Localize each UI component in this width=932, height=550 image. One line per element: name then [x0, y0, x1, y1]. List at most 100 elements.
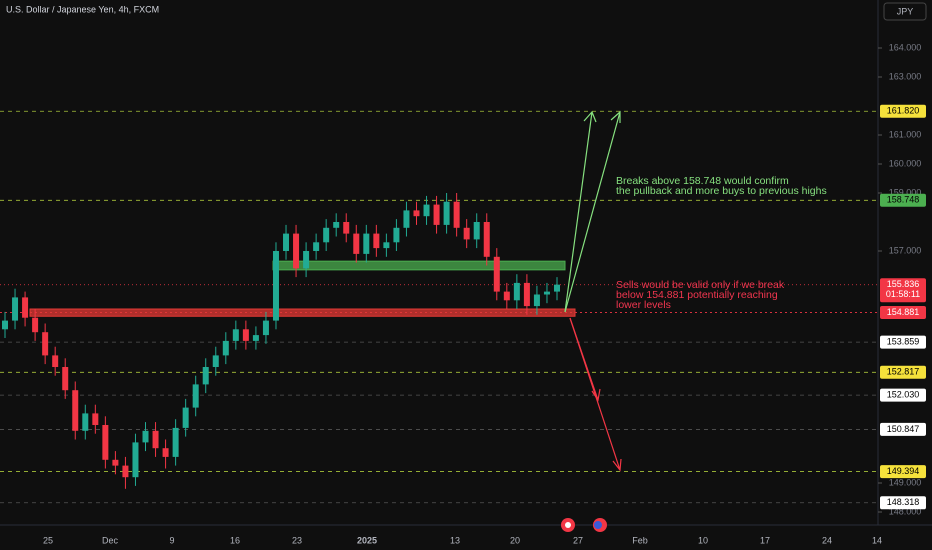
x-tick-label: 2025 — [357, 535, 377, 545]
arrows — [564, 110, 622, 472]
candle-body — [142, 430, 149, 443]
candle-body — [182, 407, 189, 428]
candle-body — [513, 282, 520, 301]
candle-body — [554, 284, 560, 292]
icon — [565, 522, 571, 528]
x-tick-label: 20 — [510, 535, 520, 545]
candle-body — [493, 256, 500, 292]
candle-body — [262, 320, 269, 336]
candle-body — [152, 430, 159, 449]
candle-body — [403, 210, 410, 228]
x-tick-label: 14 — [872, 535, 882, 545]
candle-body — [22, 297, 29, 318]
price-tag — [880, 104, 926, 118]
price-tag-label: 150.847 — [887, 424, 920, 434]
candle-body — [122, 465, 129, 478]
x-tick-label: 27 — [573, 535, 583, 545]
arrow — [564, 110, 621, 313]
price-tag-label: 155.836 — [887, 279, 920, 289]
price-tag-label: 152.817 — [887, 367, 920, 377]
icon — [594, 521, 602, 529]
candle-body — [433, 204, 440, 225]
candle-body — [112, 459, 119, 466]
price-tag-label: 149.394 — [887, 466, 920, 476]
x-tick-label: 13 — [450, 535, 460, 545]
price-tag — [880, 365, 926, 379]
candle-body — [373, 233, 380, 249]
annotation: Breaks above 158.748 would confirm — [616, 175, 789, 187]
x-tick-label: 16 — [230, 535, 240, 545]
annotation: Sells would be valid only if we break — [616, 279, 785, 291]
candle-body — [172, 427, 179, 457]
y-tick-label: 163.000 — [889, 71, 922, 81]
candle-body — [313, 242, 320, 251]
candle-body — [333, 222, 340, 228]
candle-body — [523, 282, 530, 307]
candle-body — [283, 233, 290, 251]
price-tag-label: 152.030 — [887, 390, 920, 400]
candle-body — [393, 227, 400, 243]
candle-body — [443, 201, 450, 225]
price-tag — [880, 496, 926, 510]
price-tag-label: 154.881 — [887, 307, 920, 317]
candle-body — [32, 317, 39, 333]
y-tick-label: 159.000 — [889, 187, 922, 197]
candle-body — [413, 210, 420, 217]
candle-body — [473, 222, 480, 240]
y-tick-label: 161.000 — [889, 129, 922, 139]
candle-body — [463, 227, 470, 240]
candle-body — [363, 233, 370, 254]
candle-body — [242, 329, 249, 341]
candle-body — [293, 233, 300, 269]
candle-body — [533, 294, 540, 307]
price-tag-label: 153.859 — [887, 336, 920, 346]
annotation: lower levels — [616, 299, 671, 311]
x-tick-label: 23 — [292, 535, 302, 545]
y-tick-label: 148.000 — [889, 506, 922, 516]
currency-button[interactable] — [883, 2, 927, 21]
candle-body — [543, 291, 550, 295]
candle-body — [232, 329, 239, 341]
candle-body — [202, 367, 209, 385]
candle-body — [42, 332, 49, 356]
zone — [29, 308, 576, 317]
candle-body — [132, 442, 139, 478]
candle-body — [82, 413, 89, 431]
candle-body — [252, 335, 259, 341]
candle-body — [192, 384, 199, 408]
arrow — [564, 110, 597, 313]
candle-body — [353, 233, 360, 254]
x-tick-label: 25 — [43, 535, 53, 545]
price-tag — [880, 305, 926, 319]
candle-body — [222, 340, 229, 356]
currency[interactable]: JPY — [897, 6, 914, 16]
candle-body — [12, 297, 19, 321]
candle-body — [212, 355, 219, 367]
price-tag — [880, 193, 926, 207]
price-tag — [880, 422, 926, 436]
candle-body — [2, 320, 8, 330]
countdown: 01:58:11 — [886, 289, 920, 299]
price-tag-label: 148.318 — [887, 497, 920, 507]
y-tick-label: 164.000 — [889, 42, 922, 52]
x-tick-label: 24 — [822, 535, 832, 545]
candle-body — [52, 355, 59, 367]
candle-body — [72, 390, 79, 431]
candle-body — [423, 204, 430, 217]
annotation: below 154.881 potentially reaching — [616, 289, 778, 301]
candle-body — [303, 251, 310, 269]
candle-body — [102, 425, 109, 460]
price-tag — [880, 388, 926, 402]
y-tick-label: 157.000 — [889, 245, 922, 255]
y-tick-label: 149.000 — [889, 477, 922, 487]
candle-body — [92, 413, 99, 425]
candle-body — [453, 201, 460, 228]
chart-title: U.S. Dollar / Japanese Yen, 4h, FXCM — [6, 4, 159, 14]
candle-body — [162, 448, 169, 457]
price-tag — [880, 278, 926, 303]
x-tick-label: 10 — [698, 535, 708, 545]
arrow — [569, 317, 622, 472]
annotation: the pullback and more buys to previous h… — [616, 185, 827, 197]
